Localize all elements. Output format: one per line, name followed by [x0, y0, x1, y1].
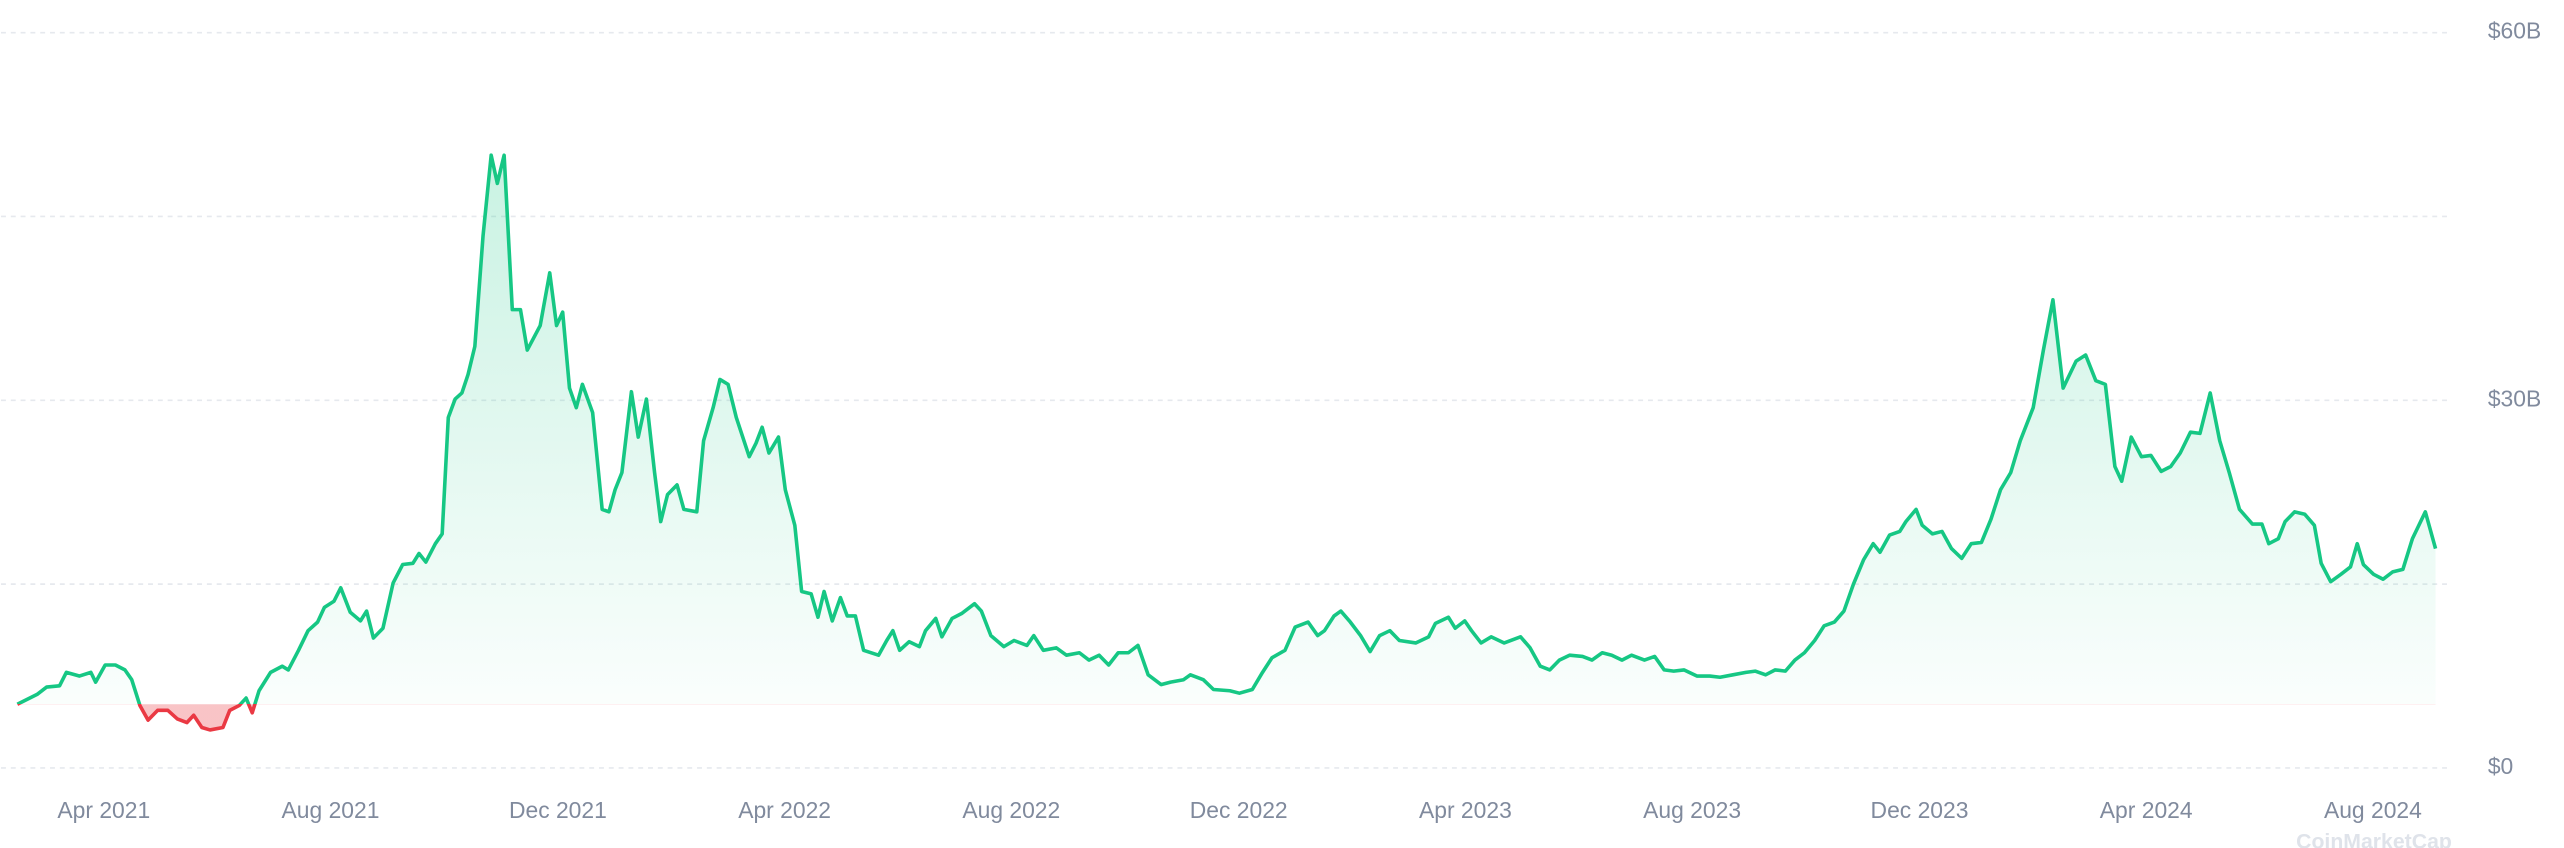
y-tick-label: $0: [2488, 753, 2513, 779]
x-tick-label: Apr 2021: [57, 797, 150, 823]
x-tick-label: Aug 2024: [2324, 797, 2422, 823]
x-tick-label: Apr 2022: [738, 797, 831, 823]
y-tick-label: $60B: [2488, 18, 2541, 44]
x-tick-label: Dec 2022: [1190, 797, 1288, 823]
x-tick-label: Dec 2023: [1871, 797, 1969, 823]
x-tick-label: Dec 2021: [509, 797, 607, 823]
x-tick-label: Aug 2022: [962, 797, 1060, 823]
line: [16, 153, 2438, 732]
labels: $0 $30B $60B Apr 2021 Aug 2021 Dec 2021 Apr 20…: [57, 18, 2541, 823]
x-tick-label: Apr 2023: [1419, 797, 1512, 823]
x-tick-label: Apr 2024: [2100, 797, 2193, 823]
x-tick-label: Aug 2023: [1643, 797, 1741, 823]
plot: [16, 153, 2438, 732]
area: [17, 155, 2436, 730]
x-tick-label: Aug 2021: [282, 797, 380, 823]
watermark: CoinMarketCap: [2296, 830, 2452, 848]
y-tick-label: $30B: [2488, 385, 2541, 411]
